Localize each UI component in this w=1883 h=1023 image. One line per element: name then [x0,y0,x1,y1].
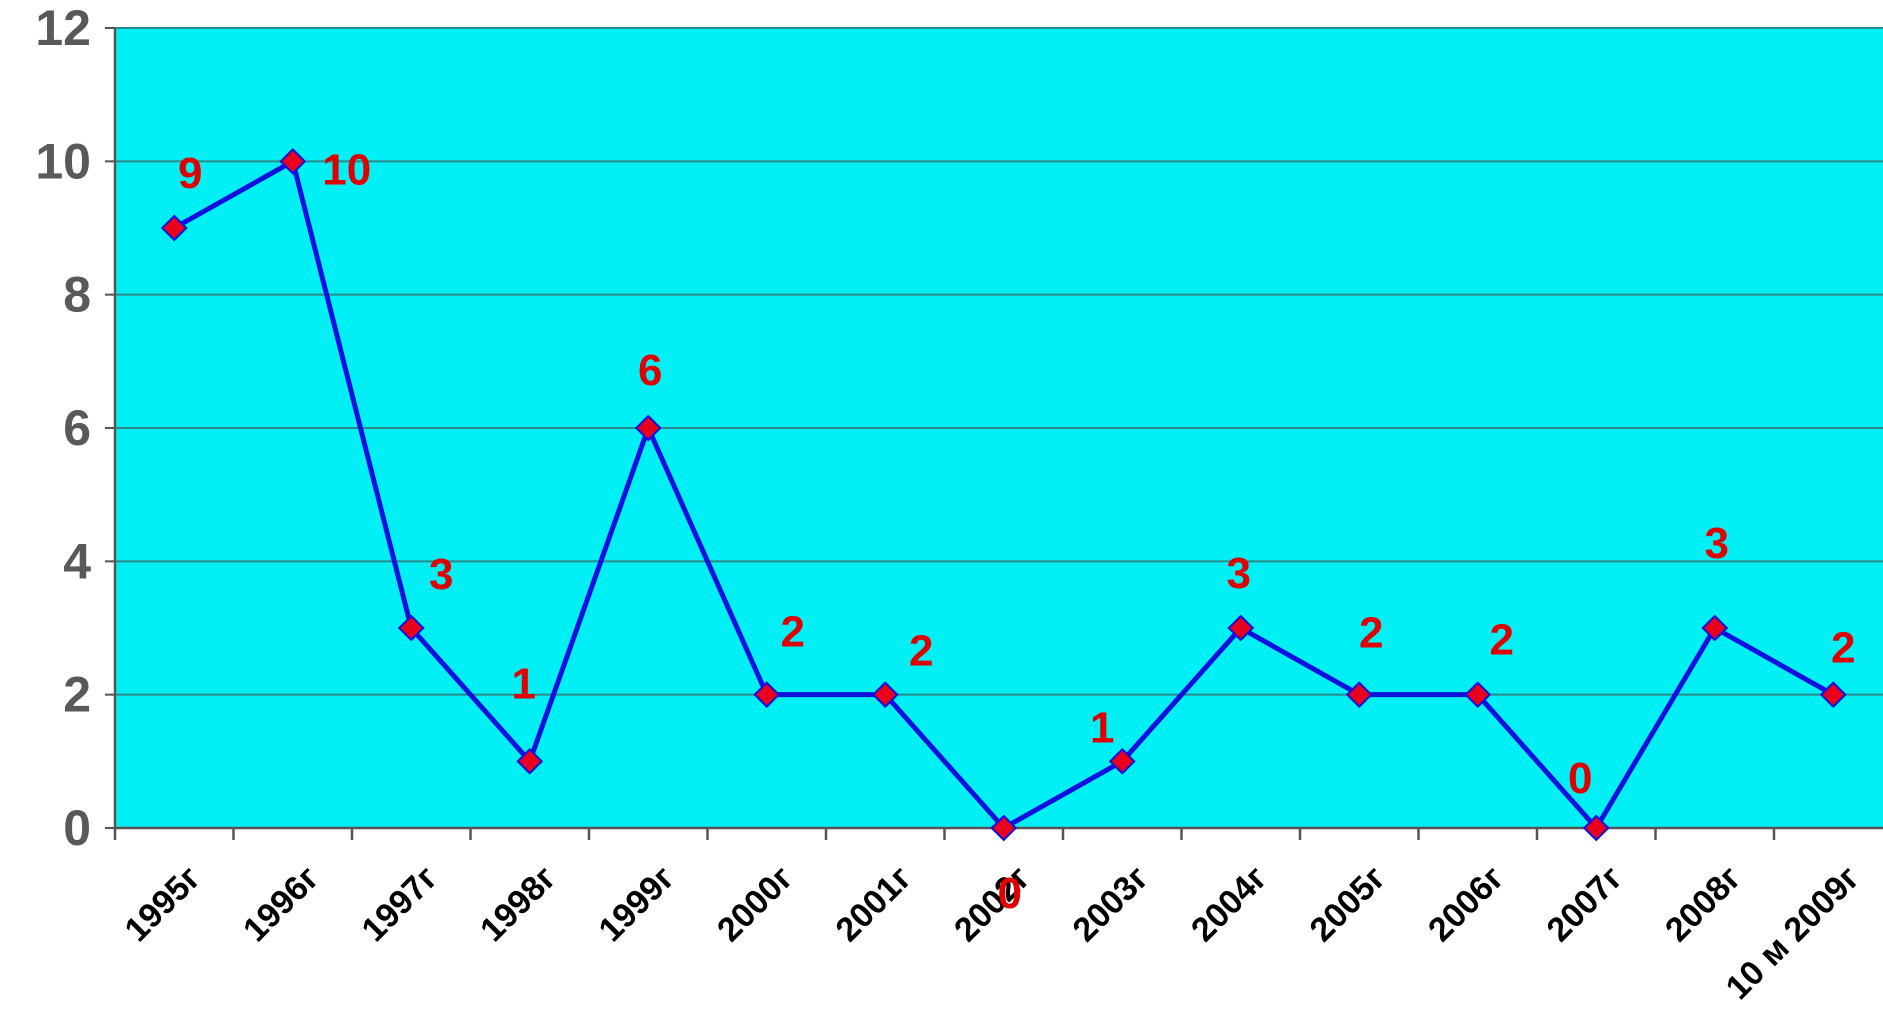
y-axis-tick-labels: 0 2 4 6 8 10 12 [35,0,91,856]
data-label: 0 [998,869,1022,918]
data-point-marker [516,747,544,775]
data-point-marker [753,681,781,709]
x-tick-label: 2007г [1540,859,1630,949]
data-label: 2 [781,608,805,657]
y-tick-label: 12 [35,0,91,56]
x-tick-label: 2003г [1066,859,1156,949]
data-point-marker [1464,681,1492,709]
y-tick-label: 4 [63,533,91,589]
data-labels: 9 10 3 1 6 2 2 0 1 3 2 2 0 3 2 [178,145,1855,918]
data-markers [160,147,1847,842]
x-tick-label: 2001г [829,859,919,949]
x-tick-label: 2004г [1184,859,1274,949]
y-tick-label: 8 [63,267,91,323]
y-tick-label: 2 [63,667,91,723]
x-tick-label: 1998г [473,859,563,949]
x-tick-label: 2000г [710,859,800,949]
data-label: 3 [429,550,453,599]
x-tick-label: 1995г [118,859,208,949]
data-point-marker [397,614,425,642]
data-label: 6 [638,346,662,395]
data-label: 2 [1831,624,1855,673]
data-label: 2 [909,627,933,676]
data-point-marker [1108,747,1136,775]
x-tick-label: 2008г [1658,859,1748,949]
data-point-marker [1227,614,1255,642]
data-label: 2 [1359,609,1383,658]
data-point-marker [1345,681,1373,709]
data-label: 9 [178,149,202,198]
data-point-marker [160,214,188,242]
x-tick-label: 1996г [236,859,326,949]
data-label: 1 [1090,703,1114,752]
data-label: 2 [1490,616,1514,665]
data-label: 3 [1227,549,1251,598]
y-tick-label: 0 [63,800,91,856]
data-point-marker [1819,681,1847,709]
data-point-marker [634,414,662,442]
data-label: 10 [322,145,371,194]
data-label: 3 [1705,519,1729,568]
y-tick-label: 6 [63,400,91,456]
x-tick-label: 2006г [1421,859,1511,949]
data-point-marker [871,681,899,709]
data-point-marker [990,814,1018,842]
gridlines [105,27,1883,829]
data-point-marker [279,147,307,175]
data-point-marker [1582,814,1610,842]
x-tick-label: 2002г [947,859,1037,949]
x-tick-label: 2005г [1303,859,1393,949]
x-tick-label: 1997г [355,859,445,949]
data-label: 1 [512,659,536,708]
x-axis-tick-labels: 1995г 1996г 1997г 1998г 1999г 2000г 2001г 2002г… [118,859,1867,1007]
y-tick-label: 10 [35,133,91,189]
data-point-marker [1701,614,1729,642]
x-tick-label: 1999г [592,859,682,949]
data-label: 0 [1568,754,1592,803]
